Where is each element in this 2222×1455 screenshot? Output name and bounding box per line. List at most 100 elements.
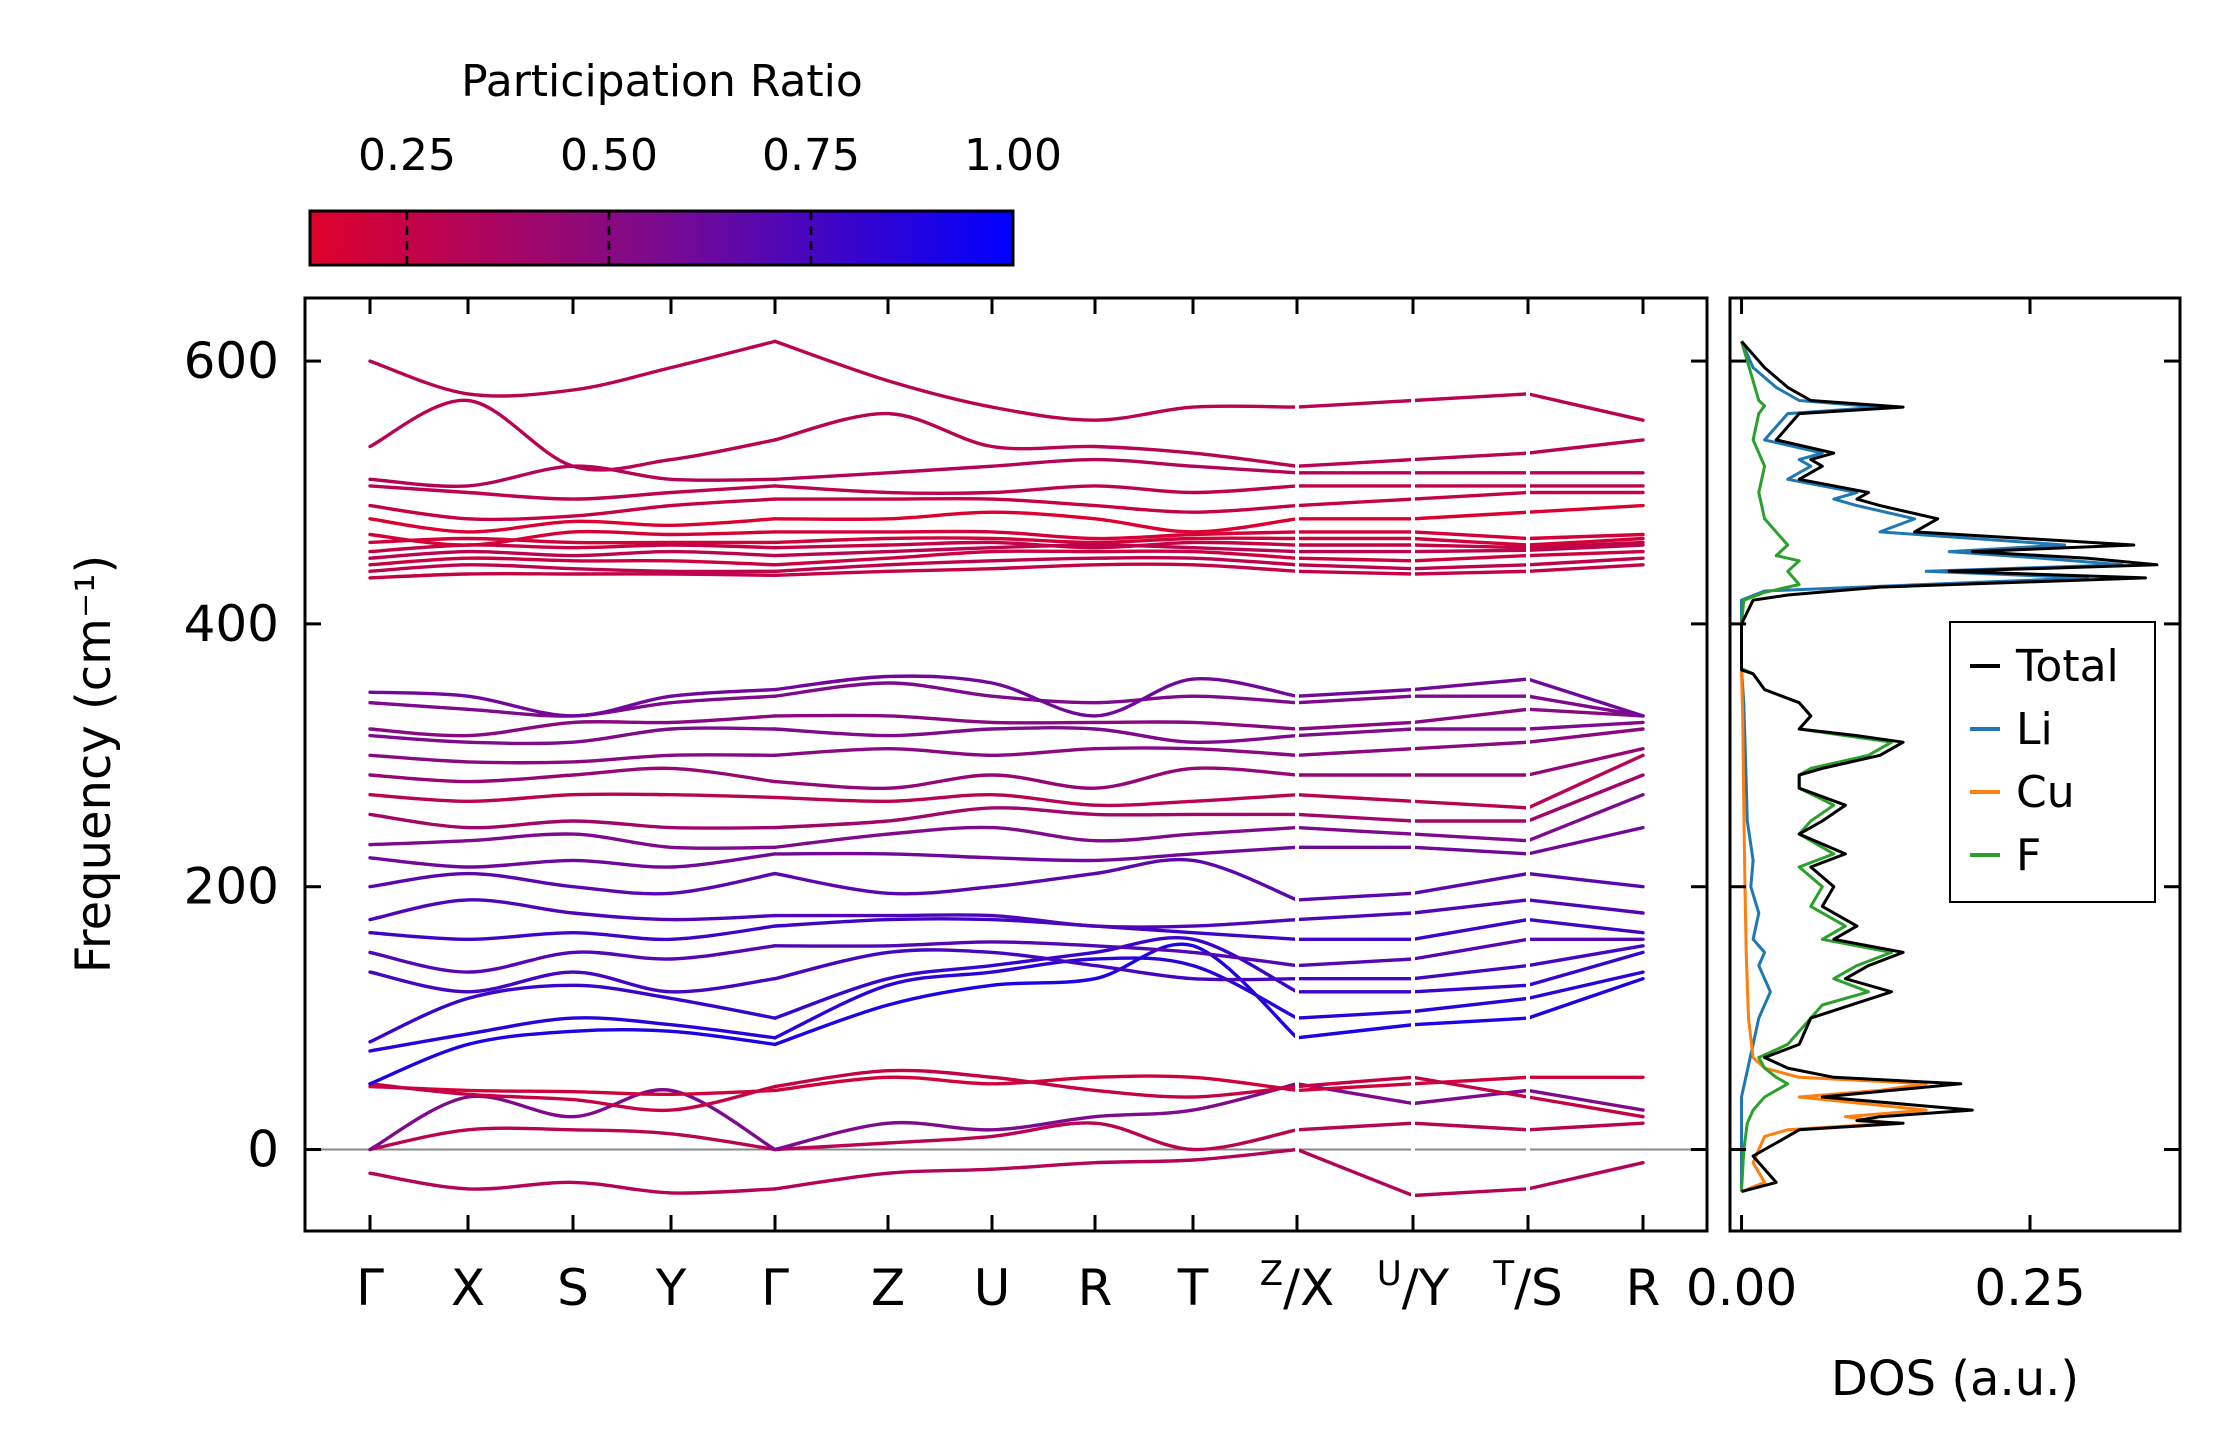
band-line-b23 — [1411, 677, 1530, 692]
band-line-b19 — [1411, 740, 1530, 751]
band-line-b7 — [368, 1016, 777, 1053]
band-line-b35 — [1295, 457, 1415, 468]
dos-line-total — [1740, 340, 2159, 1194]
band-line-b13 — [1526, 871, 1645, 889]
band-line-b17 — [1526, 753, 1645, 810]
band-line-b25 — [1526, 556, 1645, 567]
band-line-b13 — [1411, 871, 1530, 895]
band-line-b16 — [368, 812, 777, 830]
band-line-b21 — [1411, 707, 1530, 725]
band-line-b24 — [773, 562, 1299, 577]
band-line-b28 — [1411, 543, 1530, 550]
band-line-b5 — [368, 1082, 777, 1113]
band-line-b25 — [1295, 563, 1415, 571]
k-point-label: U/Y — [1377, 1254, 1450, 1317]
band-line-b15 — [773, 825, 1299, 849]
band-line-b23 — [368, 687, 777, 718]
band-line-b31 — [773, 510, 1299, 534]
dos-frame — [1728, 296, 2182, 1233]
band-line-b29 — [1526, 536, 1645, 547]
band-line-b21 — [1295, 720, 1415, 731]
band-line-b24 — [1295, 569, 1415, 576]
band-line-b20 — [1526, 720, 1645, 731]
band-line-b21 — [773, 713, 1299, 731]
k-point-label: U — [974, 1259, 1011, 1317]
legend-label-cu: Cu — [2016, 767, 2075, 818]
band-line-b34 — [368, 464, 777, 488]
band-line-b17 — [773, 792, 1299, 808]
band-line-b23 — [1295, 687, 1415, 698]
band-line-b23 — [1526, 677, 1645, 718]
band-line-b26 — [368, 556, 777, 567]
band-line-b29 — [1411, 536, 1530, 547]
band-line-b35 — [1526, 438, 1645, 455]
band-line-b12 — [368, 898, 777, 922]
dos-line-li — [1740, 340, 2124, 1192]
band-line-b12 — [1526, 898, 1645, 915]
band-line-b9 — [773, 948, 1299, 982]
band-line-b26 — [1295, 556, 1415, 563]
band-line-b4 — [368, 1084, 777, 1097]
band-line-b1 — [1295, 1147, 1415, 1198]
k-point-label: R — [1078, 1259, 1113, 1317]
band-line-b15 — [1526, 793, 1645, 843]
dos-legend: Total Li Cu F — [1949, 621, 2156, 903]
k-point-label: X — [451, 1259, 485, 1317]
band-line-b12 — [1411, 898, 1530, 915]
band-line-b32 — [773, 496, 1299, 514]
colorbar-tick-label: 0.75 — [762, 130, 860, 181]
k-point-main: /S — [1514, 1259, 1563, 1317]
band-y-axis-label: Frequency (cm⁻¹) — [66, 555, 122, 973]
band-line-b22 — [368, 694, 777, 718]
dos-panel: 0.00 0.25 DOS (a.u.) Total Li Cu F — [1686, 296, 2182, 1407]
band-line-b11 — [1526, 917, 1645, 935]
band-line-b3 — [1526, 1088, 1645, 1112]
band-line-b6 — [368, 1027, 777, 1086]
band-line-b30 — [368, 529, 777, 547]
band-line-b3 — [773, 1082, 1299, 1152]
band-line-b22 — [1295, 694, 1415, 705]
band-line-b15 — [1295, 825, 1415, 836]
band-line-b6 — [1295, 1023, 1415, 1040]
band-line-b28 — [773, 540, 1299, 550]
band-line-b19 — [368, 753, 777, 765]
band-line-b10 — [1295, 957, 1415, 968]
band-line-b35 — [773, 411, 1299, 468]
band-line-b6 — [1411, 1016, 1530, 1027]
band-line-b27 — [1411, 548, 1530, 554]
y-tick-label: 0 — [247, 1121, 279, 1179]
band-line-b3 — [368, 1088, 777, 1152]
band-line-b17 — [1411, 799, 1530, 810]
band-line-b8 — [1411, 983, 1530, 994]
dos-x-tick-label: 0.00 — [1686, 1259, 1797, 1317]
band-line-b24 — [1411, 569, 1530, 576]
band-line-b23 — [773, 674, 1299, 718]
y-tick-label: 200 — [184, 858, 279, 916]
k-point-label: Γ — [356, 1259, 384, 1317]
band-line-b36 — [1526, 392, 1645, 422]
colorbar-tick-label: 1.00 — [964, 130, 1062, 181]
k-point-label: R — [1626, 1259, 1661, 1317]
band-line-b7 — [1295, 1009, 1415, 1020]
band-line-b14 — [1526, 825, 1645, 856]
band-lines — [368, 300, 1645, 1229]
colorbar-tick-label: 0.25 — [358, 130, 456, 181]
band-line-b33 — [773, 484, 1299, 496]
band-line-b25 — [773, 555, 1299, 573]
band-line-b7 — [773, 956, 1299, 1040]
band-line-b8 — [368, 983, 777, 1044]
band-line-b32 — [368, 497, 777, 522]
band-x-ticks: Γ X S Y Γ Z U R T Z/X U/Y T/S R — [356, 298, 1660, 1317]
k-point-label: T/S — [1492, 1254, 1562, 1317]
band-line-b10 — [368, 944, 777, 974]
colorbar: Participation Ratio 0.25 0.50 0.75 1.00 — [308, 56, 1062, 267]
k-point-sup: U — [1377, 1254, 1402, 1294]
band-line-b5 — [1411, 1075, 1530, 1099]
band-line-b36 — [1411, 392, 1530, 403]
band-line-b10 — [773, 940, 1299, 968]
band-line-b17 — [368, 792, 777, 803]
band-line-b14 — [773, 845, 1299, 863]
band-line-b20 — [368, 726, 777, 746]
colorbar-ticks: 0.25 0.50 0.75 1.00 — [358, 130, 1062, 265]
